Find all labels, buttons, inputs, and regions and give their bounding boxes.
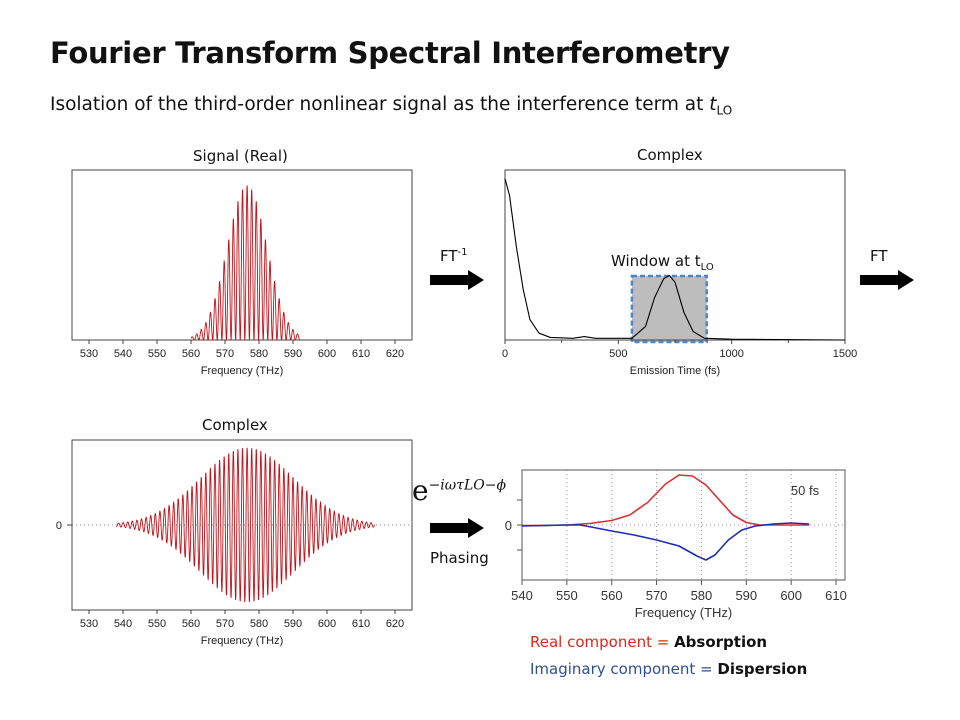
x-tick-label: 0: [502, 348, 508, 360]
x-axis-label: Emission Time (fs): [630, 365, 720, 377]
x-tick-label: 570: [646, 588, 668, 603]
y-tick-label: 0: [505, 518, 512, 533]
plot-frame: [71, 169, 413, 341]
formula-exponent: −iωτLO−ϕ: [428, 477, 506, 494]
x-tick-label: 530: [80, 618, 98, 630]
imaginary-component-line: [521, 522, 810, 561]
x-tick-label: 580: [691, 588, 713, 603]
ft-arrow-icon: [860, 270, 914, 290]
real-component-line: [522, 474, 810, 527]
x-tick-label: 590: [284, 618, 302, 630]
x-tick-label: 530: [80, 348, 98, 360]
x-tick-label: 580: [250, 348, 268, 360]
complex-freq-line: [116, 447, 376, 603]
x-tick-label: 620: [386, 618, 404, 630]
x-axis-label: Frequency (THz): [635, 605, 733, 620]
complex-freq-title: Complex: [202, 416, 268, 434]
legend-imag: Imaginary component = Dispersion: [530, 660, 807, 678]
x-tick-label: 610: [352, 618, 370, 630]
x-axis-label: Frequency (THz): [201, 635, 284, 647]
formula-base: e: [412, 474, 429, 507]
window-box: [630, 274, 708, 344]
x-tick-label: 610: [825, 588, 847, 603]
x-tick-label: 560: [601, 588, 623, 603]
x-tick-label: 610: [352, 348, 370, 360]
x-tick-label: 540: [114, 348, 132, 360]
y-tick-label: 0: [56, 520, 62, 532]
x-tick-label: 540: [114, 618, 132, 630]
signal-real-line: [190, 185, 301, 341]
legend-imag-text: Imaginary component =: [530, 660, 718, 678]
legend-real: Real component = Absorption: [530, 633, 767, 651]
phase-formula: e−iωτLO−ϕ: [412, 474, 506, 507]
window-sub: LO: [700, 262, 714, 273]
x-tick-label: 1000: [719, 348, 743, 360]
page-title: Fourier Transform Spectral Interferometr…: [50, 36, 730, 70]
phasing-arrow-icon: [430, 518, 484, 538]
complex-time-line: [504, 178, 846, 341]
legend-real-bold: Absorption: [674, 633, 768, 651]
x-tick-label: 590: [284, 348, 302, 360]
phasing-label: Phasing: [430, 549, 489, 567]
subtitle-text: Isolation of the third-order nonlinear s…: [50, 94, 710, 115]
window-label: Window at tLO: [611, 252, 714, 273]
x-tick-label: 540: [511, 588, 533, 603]
x-tick-label: 600: [318, 618, 336, 630]
ft-inverse-sup: -1: [457, 247, 468, 258]
page-subtitle: Isolation of the third-order nonlinear s…: [50, 94, 732, 118]
complex-time-title: Complex: [637, 146, 703, 164]
x-tick-label: 500: [609, 348, 627, 360]
x-tick-label: 550: [148, 618, 166, 630]
x-tick-label: 560: [182, 618, 200, 630]
legend-real-text: Real component =: [530, 633, 675, 651]
x-tick-label: 550: [148, 348, 166, 360]
subtitle-sub: LO: [716, 103, 733, 118]
x-tick-label: 570: [216, 618, 234, 630]
window-text: Window at t: [611, 252, 701, 270]
x-tick-label: 560: [182, 348, 200, 360]
x-tick-label: 580: [250, 618, 268, 630]
x-tick-label: 550: [556, 588, 578, 603]
ft-inverse-text: FT: [440, 247, 458, 265]
ft-label: FT: [870, 247, 888, 265]
chart-annotation: 50 fs: [791, 483, 820, 498]
x-tick-label: 620: [386, 348, 404, 360]
legend-imag-bold: Dispersion: [717, 660, 808, 678]
signal-real-title: Signal (Real): [193, 147, 288, 165]
x-tick-label: 600: [780, 588, 802, 603]
x-tick-label: 1500: [833, 348, 857, 360]
x-axis-label: Frequency (THz): [201, 365, 284, 377]
ft-inverse-arrow-icon: [430, 270, 484, 290]
x-tick-label: 590: [735, 588, 757, 603]
subtitle-var: t: [709, 94, 717, 115]
ft-inverse-label: FT-1: [440, 247, 468, 265]
x-tick-label: 570: [216, 348, 234, 360]
x-tick-label: 600: [318, 348, 336, 360]
